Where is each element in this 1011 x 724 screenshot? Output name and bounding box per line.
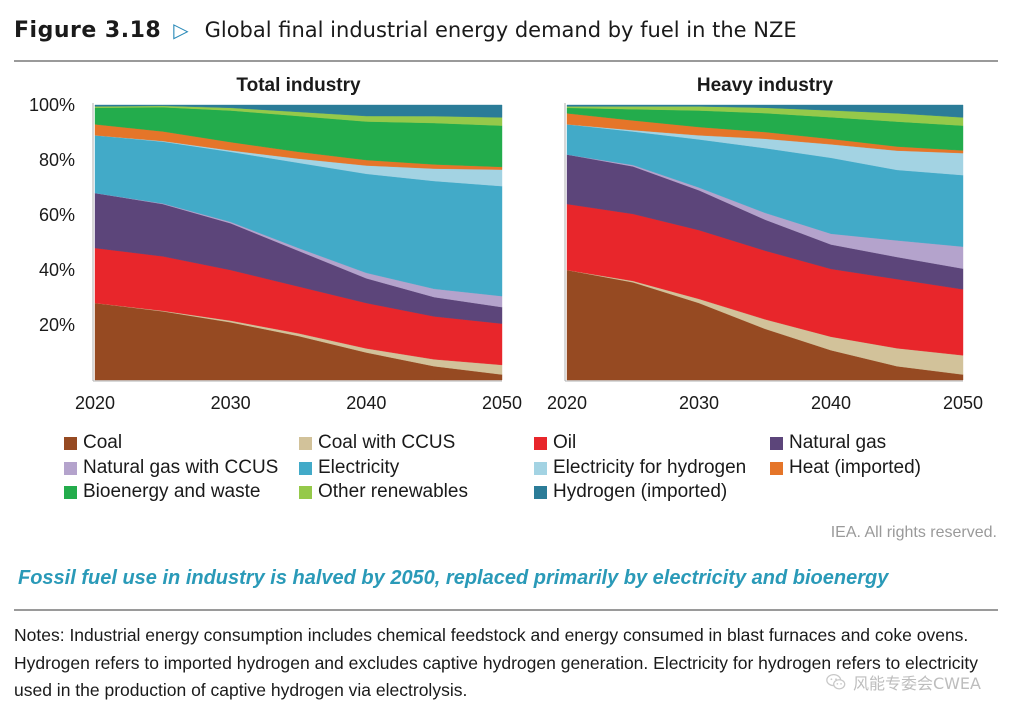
x-tick-label: 2040 bbox=[346, 393, 386, 413]
legend-swatch bbox=[770, 461, 783, 475]
legend-swatch bbox=[64, 461, 77, 475]
legend-swatch bbox=[64, 436, 77, 450]
legend-swatch bbox=[534, 485, 547, 499]
top-divider bbox=[14, 60, 998, 62]
legend-label: Electricity for hydrogen bbox=[553, 457, 747, 478]
x-tick-label: 2050 bbox=[943, 393, 983, 413]
legend-item-electricity-for-hydrogen: Electricity for hydrogen bbox=[534, 457, 746, 479]
chart-title: Heavy industry bbox=[697, 75, 834, 96]
legend-swatch bbox=[770, 436, 783, 450]
wechat-icon bbox=[826, 674, 846, 690]
legend-item-natural-gas: Natural gas bbox=[770, 432, 886, 454]
area-hydrogen-imported bbox=[94, 104, 503, 118]
y-tick-label: 20% bbox=[39, 315, 75, 335]
legend-label: Bioenergy and waste bbox=[83, 481, 261, 502]
legend-item-electricity: Electricity bbox=[299, 457, 399, 479]
chart-title: Total industry bbox=[236, 75, 361, 96]
x-tick-label: 2050 bbox=[482, 393, 522, 413]
figure-header: Figure 3.18 ▷ Global final industrial en… bbox=[14, 12, 797, 48]
legend-label: Oil bbox=[553, 432, 577, 453]
chart-panel-total-industry: Total industry 20% 40% 60% 80% 100% 2020 2030 20… bbox=[29, 75, 522, 413]
x-tick-label: 2030 bbox=[211, 393, 251, 413]
y-tick-label: 60% bbox=[39, 205, 75, 225]
legend-item-coal-with-ccus: Coal with CCUS bbox=[299, 432, 455, 454]
legend-swatch bbox=[299, 485, 312, 499]
watermark-text: 风能专委会CWEA bbox=[852, 674, 981, 693]
legend-label: Natural gas with CCUS bbox=[83, 457, 279, 478]
legend-label: Electricity bbox=[318, 457, 400, 478]
rights-notice: IEA. All rights reserved. bbox=[830, 524, 997, 541]
caption-divider bbox=[14, 609, 998, 611]
legend-swatch bbox=[534, 461, 547, 475]
charts-area: Total industry 20% 40% 60% 80% 100% 2020 2030 20… bbox=[29, 75, 983, 413]
legend-item-hydrogen-imported: Hydrogen (imported) bbox=[534, 481, 727, 503]
legend-item-heat-imported: Heat (imported) bbox=[770, 457, 921, 479]
figure-number: Figure 3.18 bbox=[14, 17, 162, 43]
y-tick-label: 80% bbox=[39, 150, 75, 170]
figure-title: Global final industrial energy demand by… bbox=[204, 18, 797, 42]
area-hydrogen-imported bbox=[566, 104, 964, 118]
legend-label: Other renewables bbox=[318, 481, 468, 502]
y-tick-label: 40% bbox=[39, 260, 75, 280]
legend-label: Coal bbox=[83, 432, 123, 453]
x-tick-label: 2040 bbox=[811, 393, 851, 413]
legend-label: Natural gas bbox=[789, 432, 887, 453]
y-tick-label: 100% bbox=[29, 95, 75, 115]
watermark: 风能专委会CWEA bbox=[825, 670, 981, 694]
legend-item-bioenergy-and-waste: Bioenergy and waste bbox=[64, 481, 260, 503]
legend-swatch bbox=[299, 436, 312, 450]
figure-caption: Fossil fuel use in industry is halved by… bbox=[18, 567, 889, 589]
x-tick-label: 2030 bbox=[679, 393, 719, 413]
legend-label: Hydrogen (imported) bbox=[553, 481, 728, 502]
x-tick-label: 2020 bbox=[547, 393, 587, 413]
legend-swatch bbox=[534, 436, 547, 450]
legend-item-other-renewables: Other renewables bbox=[299, 481, 468, 503]
legend-swatch bbox=[64, 485, 77, 499]
legend-item-oil: Oil bbox=[534, 432, 576, 454]
legend-swatch bbox=[299, 461, 312, 475]
figure-notes: Notes: Industrial energy consumption inc… bbox=[14, 625, 978, 700]
legend-label: Coal with CCUS bbox=[318, 432, 456, 453]
chart-panel-heavy-industry: Heavy industry 2020 2030 2040 2050 bbox=[547, 75, 983, 413]
legend-item-natural-gas-with-ccus: Natural gas with CCUS bbox=[64, 457, 278, 479]
x-tick-label: 2020 bbox=[75, 393, 115, 413]
triangle-arrow-icon: ▷ bbox=[173, 18, 189, 42]
legend-item-coal: Coal bbox=[64, 432, 122, 454]
legend-label: Heat (imported) bbox=[789, 457, 921, 478]
